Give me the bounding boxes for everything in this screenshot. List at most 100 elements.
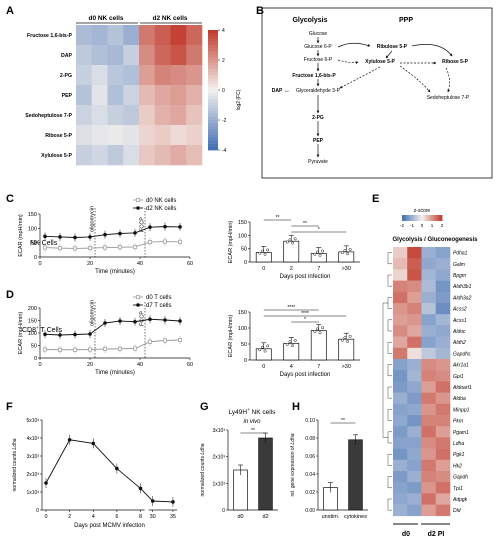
heatmap-a-cell [76, 85, 93, 106]
bar-c-data-point [285, 240, 289, 244]
heatmap-e-cell [407, 403, 422, 416]
heatmap-a-group-label-d0: d0 NK cells [88, 15, 123, 22]
heatmap-e-colorbar-label: z-score [414, 208, 431, 214]
heatmap-a-cell [170, 105, 187, 126]
heatmap-e-cell [421, 247, 437, 259]
heatmap-e-cell [393, 493, 408, 505]
heatmap-e-cell [393, 280, 408, 293]
heatmap-e-cell [421, 291, 437, 304]
heatmap-a-cell [170, 65, 187, 86]
line-d-legend-label: d7 T cells [146, 303, 171, 309]
heatmap-a-cell [91, 105, 108, 126]
heatmap-a-colorbar-step [208, 99, 218, 103]
pathway-node-glyceraldehyde-3p: Glyceraldehyde 3-P [296, 88, 341, 94]
heatmap-a-colorbar-tick-label: -4 [222, 148, 227, 154]
heatmap-a-row-label: Sedoheptulose 7-P [25, 113, 72, 119]
heatmap-a-cell [154, 25, 171, 46]
heatmap-e-cell [435, 415, 451, 427]
heatmap-e-colorbar-step [420, 215, 423, 221]
heatmap-a-colorbar-step [208, 84, 218, 88]
line-c-x-tick-label: 0 [38, 261, 41, 267]
bar-d-data-point [293, 339, 297, 342]
line-f-y-axis-label: normalized counts Ldha [12, 438, 18, 491]
heatmap-e-cell [407, 291, 422, 304]
heatmap-e-cell [393, 291, 408, 304]
heatmap-e-cell [407, 336, 422, 349]
heatmap-e-dendrogram-branch [382, 302, 388, 438]
bar-c-x-tick-label: >30 [342, 266, 351, 272]
line-d-point [88, 347, 92, 352]
heatmap-e-cell [435, 258, 451, 270]
line-d-legend-label: d0 T cells [146, 295, 171, 301]
heatmap-a-cell [107, 25, 124, 46]
heatmap-a-cell [186, 85, 203, 106]
line-c-point [58, 246, 62, 251]
line-c-point [148, 240, 152, 245]
panel-letter-f: F [6, 401, 13, 413]
heatmap-e-cell [393, 426, 408, 438]
heatmap-e-row-label: Gpi1 [453, 374, 464, 380]
heatmap-e-cell [421, 336, 437, 349]
pathway-node-fructose-16bisp: Fructose 1,6-bis-P [292, 73, 336, 79]
line-d-y-tick-label: 100 [28, 331, 37, 337]
line-d-series-line [44, 339, 181, 351]
heatmap-a-cell [170, 45, 187, 66]
line-c-injection-label: oligomycin [90, 206, 96, 232]
pathway-node-2pg: 2-PG [312, 115, 324, 121]
line-d-point [163, 338, 167, 343]
heatmap-e-row-label: Minpp1 [453, 407, 470, 413]
bar-g-x-tick-label: d2 [262, 514, 268, 520]
bar-h-y-tick-label: 0.04 [305, 472, 315, 478]
heatmap-a-cell [123, 45, 140, 66]
bar-d-y-tick-label: 100 [238, 326, 247, 332]
heatmap-e-cell [435, 280, 451, 293]
line-d-point [178, 319, 182, 323]
heatmap-e-colorbar-step [428, 215, 431, 221]
heatmap-e-cell [435, 370, 451, 382]
bar-g-significance-label: ** [251, 428, 255, 434]
heatmap-a-cell [76, 105, 93, 126]
heatmap-a-colorbar-step [208, 105, 218, 109]
heatmap-a-colorbar-step [208, 138, 218, 142]
pathway-arrow [411, 44, 453, 57]
line-d-point [148, 339, 152, 344]
heatmap-e-colorbar-step [436, 215, 439, 221]
heatmap-a-cell [76, 65, 93, 86]
line-c-point [163, 239, 167, 244]
pathway-arrow [445, 67, 451, 93]
bar-c-significance-label: * [318, 227, 320, 233]
heatmap-e-cell [421, 392, 437, 405]
line-chart-d: 0 50 100 150 200 0 20 40 60 Time (minutes) ECAR (m… [18, 295, 193, 376]
heatmap-e-cell [393, 359, 408, 371]
bar-g-y-tick-label: 0 [222, 508, 225, 514]
heatmap-e-row-label: Ldha [453, 441, 464, 447]
heatmap-a-colorbar-step [208, 51, 218, 55]
heatmap-e-cell [393, 448, 408, 461]
line-d-point [118, 319, 122, 323]
bar-d-y-tick-label: 0 [244, 358, 247, 364]
heatmap-a-cell [186, 145, 203, 166]
line-d-point [133, 319, 137, 324]
bar-c-data-point [316, 250, 319, 254]
heatmap-e-cell [393, 314, 408, 326]
heatmap-a-cell [91, 85, 108, 106]
heatmap-e-cell [421, 415, 437, 427]
line-f-y-tick-label: 3x10³ [26, 454, 39, 460]
heatmap-a-colorbar-step [208, 54, 218, 58]
heatmap-e-colorbar-step [415, 215, 418, 221]
heatmap-e-colorbar-step [416, 215, 419, 221]
bar-c-significance-label: ** [303, 221, 307, 227]
heatmap-e-cell [435, 493, 451, 505]
heatmap-e-cell [421, 370, 437, 382]
heatmap-e-cell [421, 359, 437, 371]
line-f-y-tick-label: 1x10³ [26, 490, 39, 496]
pathway-arrows [316, 37, 453, 158]
heatmap-e-cell [435, 325, 451, 337]
bar-c-data-point [291, 241, 294, 245]
bar-d-data-point [288, 340, 292, 344]
bar-c-x-tick-label: 2 [290, 266, 293, 272]
heatmap-e-group-label-d0: d0 [402, 531, 410, 538]
line-f-point [91, 441, 96, 446]
line-d-x-tick-label: 60 [187, 362, 193, 368]
